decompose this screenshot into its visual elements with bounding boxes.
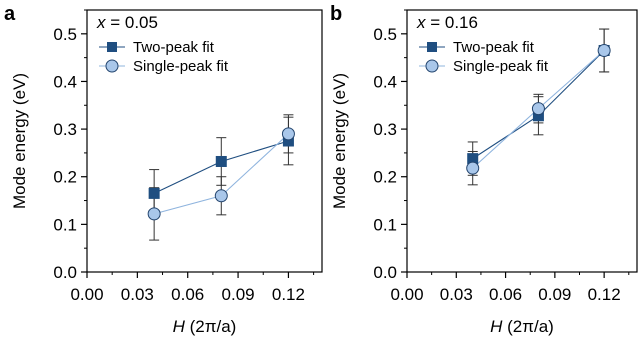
x-tick-label: 0.09 [222,285,255,304]
x-axis-label-rest: (2π/a) [185,317,236,336]
data-point-two-peak [148,187,160,199]
x-axis-label: H (2π/a) [173,317,237,336]
x-axis-label-var: H [490,317,503,336]
y-tick-label: 0.4 [373,72,397,91]
annotation-var: x [96,13,106,32]
annotation: x = 0.16 [416,13,478,32]
y-tick-label: 0.3 [53,120,77,139]
x-axis-label-rest: (2π/a) [502,317,553,336]
x-tick-label: 0.00 [390,285,423,304]
x-tick-label: 0.12 [272,285,305,304]
y-tick-label: 0.2 [373,168,397,187]
y-tick-label: 0.3 [373,120,397,139]
legend: Two-peak fit Single-peak fit [99,39,229,75]
y-tick-label: 0.1 [373,215,397,234]
legend-label-two-peak: Two-peak fit [453,39,535,56]
plot-frame [86,9,323,273]
x-tick-label: 0.09 [538,285,571,304]
y-axis-label: Mode energy (eV) [10,73,29,209]
x-tick-label: 0.12 [588,285,621,304]
y-tick-label: 0.0 [53,263,77,282]
plot-frame [406,9,638,273]
x-axis-label-var: H [173,317,186,336]
series-single-peak [149,114,294,241]
data-point-single-peak [281,127,295,141]
data-point-single-peak [466,161,480,175]
data-point-single-peak [147,207,161,221]
legend-marker-two-peak [427,42,437,52]
x-axis-label: H (2π/a) [490,317,554,336]
legend-marker-single-peak [425,59,439,73]
x-tick-label: 0.06 [171,285,204,304]
chart-panel-a: a 0.0 0.1 0.2 0.3 0.4 0.5 0.00 0.03 0.06 0.09 0.12 M… [4,3,323,336]
panel-letter: b [330,3,342,25]
panel-letter: a [4,3,16,25]
x-tick-label: 0.03 [121,285,154,304]
annotation-var: x [416,13,426,32]
annotation-rest: = 0.05 [106,13,158,32]
y-tick-label: 0.5 [53,25,77,44]
annotation-rest: = 0.16 [426,13,478,32]
y-tick-label: 0.4 [53,72,77,91]
y-tick-label: 0.2 [53,168,77,187]
legend-label-two-peak: Two-peak fit [133,39,215,56]
data-point-two-peak [215,155,227,167]
chart-panel-b: b 0.0 0.1 0.2 0.3 0.4 0.5 0.00 0.03 0.06 0.09 0.12 M… [330,3,638,336]
data-point-single-peak [531,102,545,116]
data-point-single-peak [214,189,228,203]
x-tick-label: 0.03 [440,285,473,304]
y-axis-label: Mode energy (eV) [330,73,349,209]
legend: Two-peak fit Single-peak fit [419,39,549,75]
annotation: x = 0.05 [96,13,158,32]
legend-marker-single-peak [105,59,119,73]
legend-label-single-peak: Single-peak fit [453,58,549,75]
data-point-single-peak [597,43,611,57]
y-tick-label: 0.5 [373,25,397,44]
x-tick-label: 0.00 [70,285,103,304]
y-tick-label: 0.1 [53,215,77,234]
legend-marker-two-peak [107,42,117,52]
y-tick-label: 0.0 [373,263,397,282]
x-tick-label: 0.06 [489,285,522,304]
legend-label-single-peak: Single-peak fit [133,58,229,75]
